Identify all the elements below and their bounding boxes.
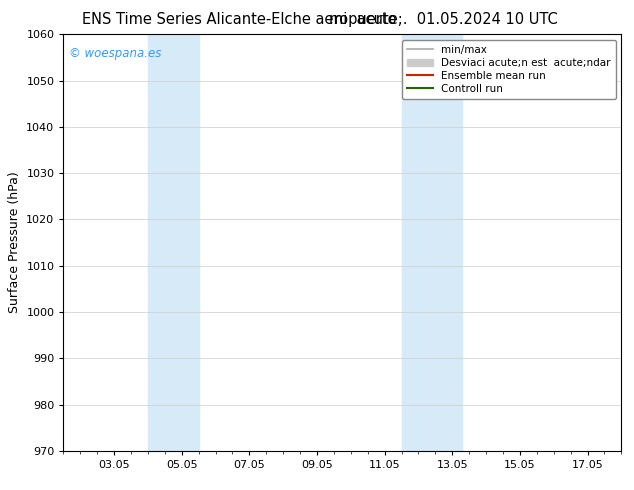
Bar bbox=[148, 34, 198, 451]
Legend: min/max, Desviaci acute;n est  acute;ndar, Ensemble mean run, Controll run: min/max, Desviaci acute;n est acute;ndar… bbox=[402, 40, 616, 99]
Text: mi  acute;.  01.05.2024 10 UTC: mi acute;. 01.05.2024 10 UTC bbox=[329, 12, 558, 27]
Bar bbox=[401, 34, 462, 451]
Text: ENS Time Series Alicante-Elche aeropuerto: ENS Time Series Alicante-Elche aeropuert… bbox=[82, 12, 397, 27]
Y-axis label: Surface Pressure (hPa): Surface Pressure (hPa) bbox=[8, 172, 21, 314]
Text: © woespana.es: © woespana.es bbox=[69, 47, 162, 60]
